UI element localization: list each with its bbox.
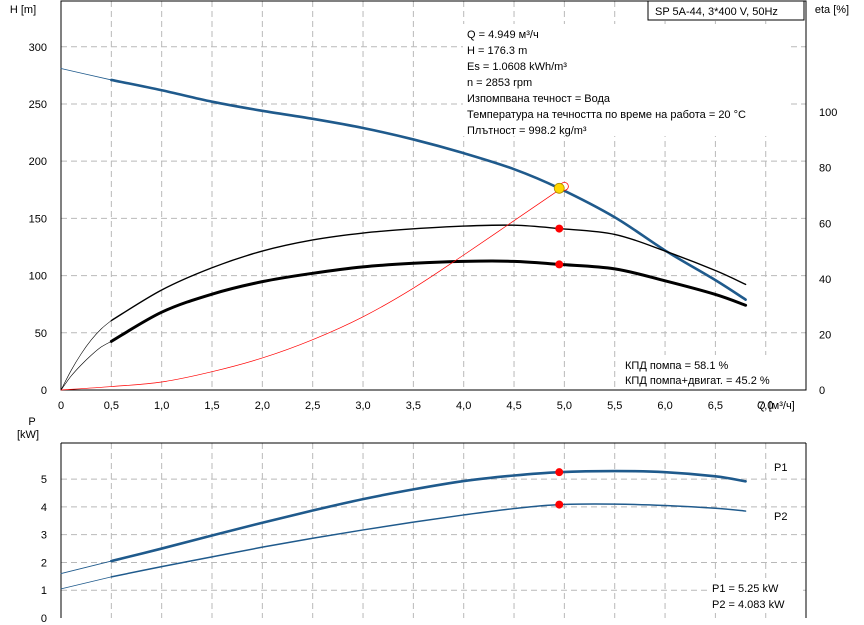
info-flow: Q = 4.949 м³/ч <box>467 29 539 41</box>
power-axis-label-unit: [kW] <box>17 429 39 441</box>
power-tick-label: 0 <box>41 613 47 625</box>
power-tick-label: 4 <box>41 502 47 514</box>
flow-axis-label: Q [м³/ч] <box>757 400 795 412</box>
power-chart-panel: 0 1 2 3 4 5 P [kW] P1 P2 P1 = 5.25 kW P2 = 4.0… <box>17 416 807 625</box>
eta-tick-label: 60 <box>819 218 831 230</box>
pump-title-box: SP 5A-44, 3*400 V, 50Hz <box>647 0 805 21</box>
power-tick-label: 1 <box>41 585 47 597</box>
head-chart-panel: 0 0,5 1,0 1,5 2,0 2,5 3,0 3,5 4,0 4,5 5,0 5,5 6,0 6,5… <box>10 0 849 412</box>
info-head: H = 176.3 m <box>467 45 527 57</box>
head-chart-y-ticks: 0 50 100 150 200 250 300 <box>29 42 47 397</box>
curve-P2_ext <box>60 576 112 590</box>
head-chart-eta-ticks: 0 20 40 60 80 100 <box>819 107 837 397</box>
x-tick-label: 2,5 <box>305 400 320 412</box>
point-eta_total_pt <box>555 260 564 269</box>
x-tick-label: 7,0 <box>758 400 773 412</box>
x-tick-label: 1,5 <box>204 400 219 412</box>
x-tick-label: 0 <box>58 400 64 412</box>
x-tick-label: 6,5 <box>708 400 723 412</box>
power-chart-points <box>555 468 564 509</box>
x-tick-label: 6,0 <box>657 400 672 412</box>
x-tick-label: 3,5 <box>406 400 421 412</box>
x-tick-label: 4,5 <box>506 400 521 412</box>
y-tick-label: 200 <box>29 156 47 168</box>
p1-series-label: P1 <box>774 462 787 474</box>
curve-eta_pump <box>110 224 747 322</box>
y-tick-label: 300 <box>29 42 47 54</box>
info-speed: n = 2853 rpm <box>467 77 532 89</box>
curve-eta_total_ext <box>60 341 112 391</box>
info-energy: Es = 1.0608 kWh/m³ <box>467 61 567 73</box>
curve-P1_ext <box>60 560 112 574</box>
head-axis-label: H [m] <box>10 4 36 16</box>
y-tick-label: 50 <box>35 328 47 340</box>
head-chart-series <box>60 68 748 391</box>
x-tick-label: 5,0 <box>557 400 572 412</box>
curve-P1 <box>110 469 747 563</box>
x-tick-label: 3,0 <box>355 400 370 412</box>
point-duty <box>553 182 565 194</box>
power-axis-label: P [kW] <box>17 416 39 441</box>
power-info: P1 = 5.25 kW P2 = 4.083 kW <box>707 578 803 613</box>
curve-eta_pump_ext <box>60 320 112 391</box>
eta-tick-label: 0 <box>819 385 825 397</box>
power-tick-label: 2 <box>41 557 47 569</box>
efficiency-info: КПД помпа = 58.1 % КПД помпа+двигат. = 4… <box>622 355 794 388</box>
eta-axis-label: eta [%] <box>815 4 849 16</box>
y-tick-label: 250 <box>29 99 47 111</box>
head-chart-points <box>553 182 565 269</box>
x-tick-label: 2,0 <box>255 400 270 412</box>
eta-tick-label: 100 <box>819 107 837 119</box>
point-eta_pump_pt <box>555 224 564 233</box>
duty-info: Q = 4.949 м³/ч H = 176.3 m Es = 1.0608 k… <box>463 24 788 137</box>
y-tick-label: 150 <box>29 213 47 225</box>
power-chart-y-ticks: 0 1 2 3 4 5 <box>41 474 47 625</box>
head-chart-frame <box>60 0 807 391</box>
info-temperature: Температура на течността по време на раб… <box>467 109 746 121</box>
x-tick-label: 5,5 <box>607 400 622 412</box>
point-P2_pt <box>555 500 564 509</box>
p2-value-text: P2 = 4.083 kW <box>712 599 785 611</box>
curve-eta_total <box>109 259 748 343</box>
y-tick-label: 0 <box>41 385 47 397</box>
power-chart-grid <box>61 443 806 618</box>
p2-series-label: P2 <box>774 511 787 523</box>
info-liquid: Изпомпвана течност = Вода <box>467 93 611 105</box>
head-chart-x-ticks: 0 0,5 1,0 1,5 2,0 2,5 3,0 3,5 4,0 4,5 5,0 5,5 6,0 6,5… <box>58 400 773 412</box>
eta-tick-label: 80 <box>819 163 831 175</box>
eta-tick-label: 20 <box>819 329 831 341</box>
point-P1_pt <box>555 468 564 477</box>
curve-head_ext <box>60 68 112 81</box>
info-density: Плътност = 998.2 kg/m³ <box>467 125 587 137</box>
eta-total-text: КПД помпа+двигат. = 45.2 % <box>625 375 770 387</box>
curve-P2 <box>110 503 747 578</box>
x-tick-label: 0,5 <box>104 400 119 412</box>
curve-npsh <box>60 186 565 391</box>
curve-head <box>110 78 747 301</box>
power-tick-label: 3 <box>41 530 47 542</box>
p1-value-text: P1 = 5.25 kW <box>712 583 779 595</box>
x-tick-label: 1,0 <box>154 400 169 412</box>
power-axis-label-symbol: P <box>28 416 35 428</box>
x-tick-label: 4,0 <box>456 400 471 412</box>
pump-title: SP 5A-44, 3*400 V, 50Hz <box>655 6 778 18</box>
eta-pump-text: КПД помпа = 58.1 % <box>625 360 729 372</box>
eta-tick-label: 40 <box>819 274 831 286</box>
power-tick-label: 5 <box>41 474 47 486</box>
y-tick-label: 100 <box>29 271 47 283</box>
power-chart-series <box>60 469 747 590</box>
